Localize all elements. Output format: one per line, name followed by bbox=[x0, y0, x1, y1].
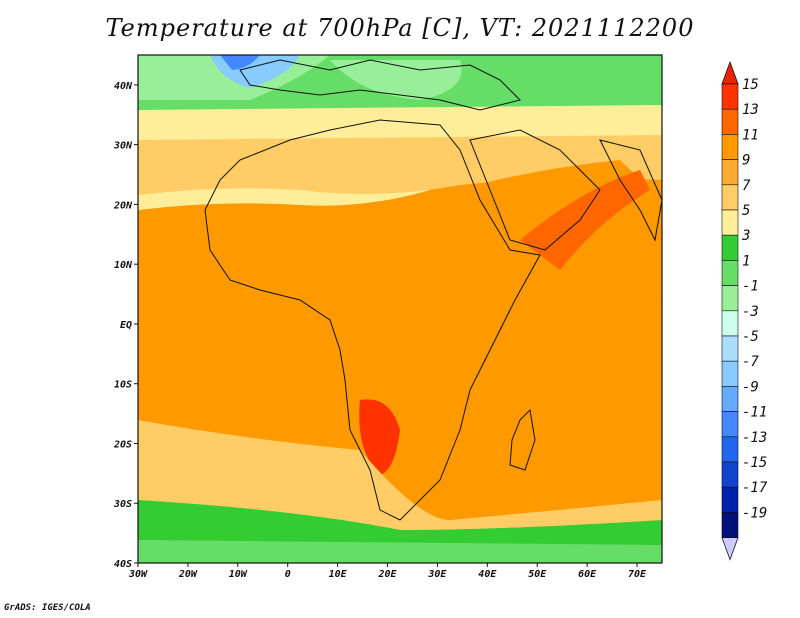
lon-tick-label: 20E bbox=[377, 569, 397, 580]
europe-coastline bbox=[239, 59, 521, 111]
colorbar-swatch bbox=[721, 436, 739, 463]
lon-tick-label: 20W bbox=[178, 569, 198, 580]
colorbar-swatch bbox=[721, 285, 739, 312]
lat-ticks: 40N 30N 20N 10N EQ 10S 20S 30S 40S bbox=[113, 81, 138, 570]
colorbar-label: 3 bbox=[741, 228, 750, 244]
colorbar-label: 11 bbox=[742, 127, 759, 143]
colorbar-swatch bbox=[721, 486, 739, 513]
colorbar-swatch bbox=[721, 360, 739, 387]
colorbar-swatch bbox=[721, 310, 739, 337]
colorbar-swatch bbox=[721, 234, 739, 261]
colorbar-swatch bbox=[721, 512, 739, 538]
colorbar-swatch bbox=[721, 260, 739, 286]
map-frame bbox=[137, 54, 663, 564]
colorbar-swatch bbox=[721, 108, 739, 135]
colorbar-swatch bbox=[721, 184, 739, 211]
lon-tick-label: 0 bbox=[285, 569, 291, 580]
lat-tick-label: 30S bbox=[113, 499, 132, 510]
arabia-coastline bbox=[469, 129, 601, 251]
lat-tick-label: 10S bbox=[114, 380, 132, 391]
colorbar-label: 1 bbox=[742, 253, 750, 269]
colorbar-swatch bbox=[721, 134, 739, 160]
colorbar-swatch bbox=[721, 209, 739, 236]
colorbar-label: -19 bbox=[742, 505, 767, 521]
colorbar: 15 13 11 9 7 5 3 1 -1 -3 -5 -7 -9 -11 -13 -15 -17 -19 bbox=[721, 60, 768, 561]
lon-ticks: 30W 20W 10W 0 10E 20E 30E 40E 50E 60E 70E bbox=[128, 563, 647, 580]
colorbar-bottom-arrow bbox=[721, 537, 739, 561]
madagascar-coastline bbox=[509, 408, 536, 471]
lon-tick-label: 40E bbox=[478, 569, 497, 580]
lon-tick-label: 70E bbox=[628, 569, 647, 580]
colorbar-label: 9 bbox=[742, 153, 750, 169]
colorbar-swatch bbox=[721, 461, 739, 488]
colorbar-label: -15 bbox=[742, 455, 767, 471]
lat-tick-label: 20S bbox=[113, 439, 132, 450]
lon-tick-label: 30W bbox=[128, 569, 148, 580]
colorbar-label: -13 bbox=[742, 430, 767, 446]
lon-tick-label: 30E bbox=[427, 569, 447, 580]
lat-tick-label: EQ bbox=[120, 320, 132, 331]
lat-tick-label: 40S bbox=[114, 559, 132, 570]
temperature-field bbox=[138, 55, 662, 563]
colorbar-swatch bbox=[721, 386, 739, 412]
colorbar-label: -11 bbox=[742, 405, 767, 421]
lat-tick-label: 10N bbox=[114, 260, 133, 271]
colorbar-label: -7 bbox=[742, 354, 759, 370]
colorbar-swatch bbox=[721, 335, 739, 362]
lon-tick-label: 10E bbox=[329, 569, 348, 580]
colorbar-top-arrow bbox=[721, 60, 739, 85]
africa-coastline bbox=[204, 119, 541, 521]
colorbar-label: 7 bbox=[742, 178, 751, 194]
india-coastline bbox=[599, 139, 662, 242]
colorbar-label: -5 bbox=[742, 329, 759, 345]
colorbar-label: -17 bbox=[742, 480, 768, 496]
colorbar-label: 13 bbox=[742, 102, 759, 118]
colorbar-swatch bbox=[721, 159, 739, 186]
colorbar-label: -9 bbox=[742, 379, 759, 395]
lon-tick-label: 50E bbox=[528, 569, 547, 580]
lon-tick-label: 60E bbox=[578, 569, 597, 580]
lat-tick-label: 20N bbox=[113, 200, 133, 211]
colorbar-label: 15 bbox=[742, 77, 759, 93]
credit-label: GrADS: IGES/COLA bbox=[4, 603, 91, 613]
colorbar-swatch bbox=[721, 411, 739, 438]
colorbar-label: 5 bbox=[742, 203, 750, 219]
lat-tick-label: 40N bbox=[114, 81, 133, 92]
lat-tick-label: 30N bbox=[113, 141, 133, 152]
lon-tick-label: 10W bbox=[229, 569, 248, 580]
colorbar-label: -3 bbox=[742, 304, 759, 320]
map-title: Temperature at 700hPa [C], VT: 202111220… bbox=[105, 14, 695, 42]
colorbar-swatch bbox=[721, 83, 739, 110]
colorbar-label: -1 bbox=[742, 279, 759, 295]
